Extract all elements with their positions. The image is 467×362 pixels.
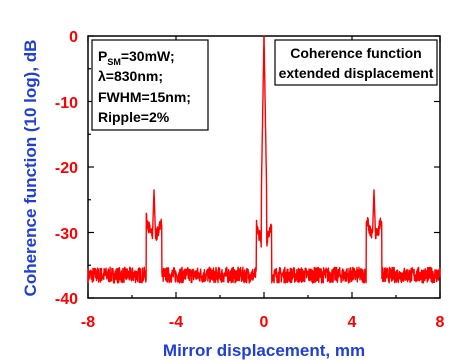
title-box-line-2: extended displacement <box>279 65 434 81</box>
x-tick-label-1: -4 <box>169 314 183 331</box>
params-line-2: λ=830nm; <box>98 68 163 84</box>
title-box-frame <box>274 39 438 86</box>
x-tick-label-4: 8 <box>436 314 445 331</box>
params-annotation-box: PSM=30mW; λ=830nm; FWHM=15nm; Ripple=2% <box>91 39 209 131</box>
y-tick-label-3: -30 <box>55 226 78 243</box>
params-line-3: FWHM=15nm; <box>98 89 191 105</box>
x-axis-title: Mirror displacement, mm <box>163 341 365 360</box>
params-line-4: Ripple=2% <box>98 109 170 125</box>
title-annotation-box: Coherence function extended displacement <box>274 39 438 86</box>
y-tick-label-4: -40 <box>55 291 78 308</box>
y-tick-label-1: -10 <box>55 95 78 112</box>
x-tick-label-0: -8 <box>81 314 95 331</box>
y-tick-label-2: -20 <box>55 160 78 177</box>
x-tick-label-3: 4 <box>348 314 357 331</box>
x-tick-label-2: 0 <box>260 314 269 331</box>
y-tick-label-0: 0 <box>69 29 78 46</box>
coherence-series-line <box>87 35 441 284</box>
params-box-frame <box>91 39 209 131</box>
title-box-line-1: Coherence function <box>290 45 421 61</box>
params-line-1: PSM=30mW; <box>98 48 175 67</box>
y-axis-title: Coherence function (10 log), dB <box>21 40 40 297</box>
